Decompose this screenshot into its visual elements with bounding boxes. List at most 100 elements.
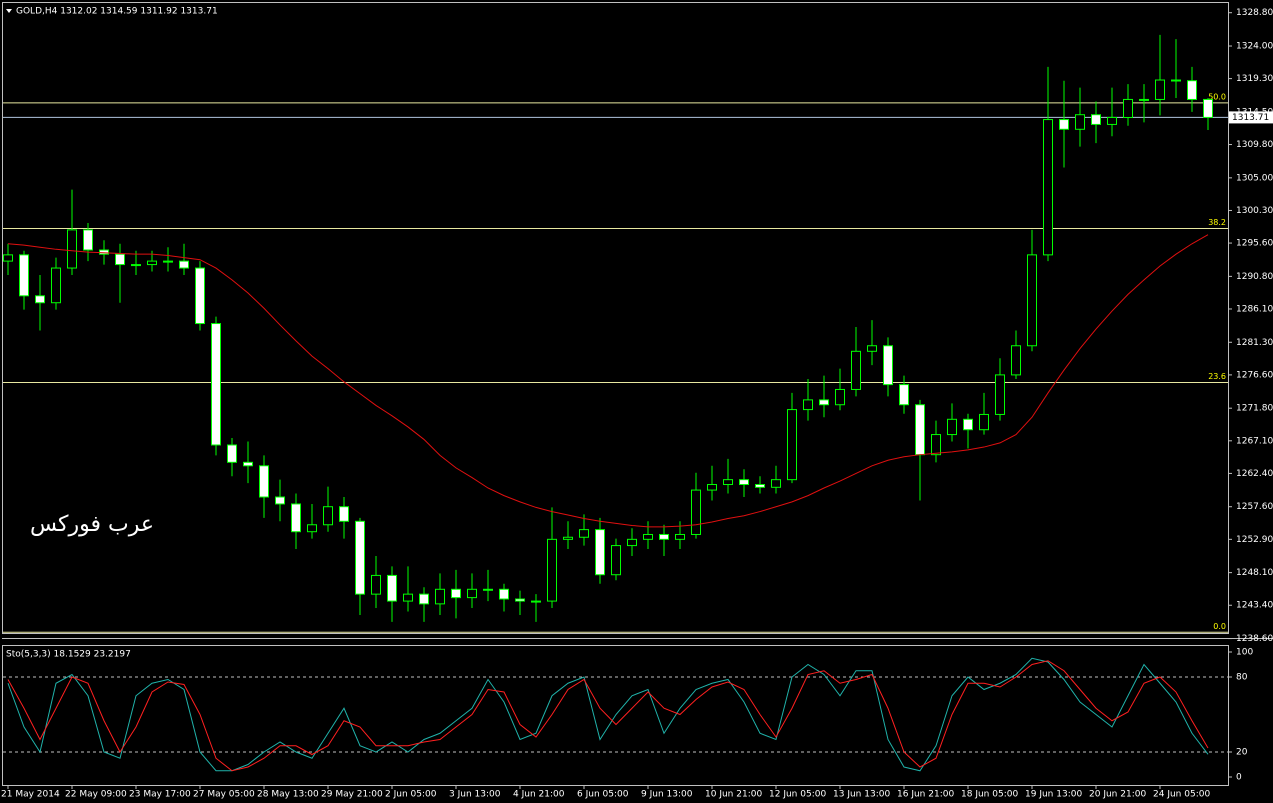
- candle-body: [659, 533, 669, 540]
- candle-body: [723, 479, 733, 486]
- candle-body: [147, 260, 157, 266]
- candle-body: [1203, 98, 1213, 118]
- y-tick-label: 1243.40: [1236, 601, 1273, 611]
- y-tick-label: 1257.60: [1236, 502, 1273, 512]
- candle-body: [35, 295, 45, 304]
- candle-body: [899, 384, 909, 406]
- candle-body: [403, 593, 413, 602]
- level-label: 0.0: [1213, 622, 1226, 631]
- candle-body: [611, 545, 621, 576]
- menu-icon[interactable]: [6, 9, 12, 13]
- candle-body: [67, 229, 77, 269]
- candle-body: [131, 264, 141, 267]
- candle-body: [643, 533, 653, 540]
- x-tick-label: 2 Jun 05:00: [385, 790, 437, 800]
- candle-body: [211, 323, 221, 446]
- candle-body: [851, 350, 861, 390]
- candle-body: [1011, 345, 1021, 376]
- candle-body: [259, 465, 269, 498]
- x-tick-label: 20 Jun 21:00: [1089, 790, 1146, 800]
- candle-body: [291, 503, 301, 533]
- candle-body: [675, 533, 685, 540]
- level-label: 38.2: [1208, 218, 1226, 227]
- candle-body: [1091, 114, 1101, 125]
- x-tick-label: 10 Jun 21:00: [705, 790, 762, 800]
- y-tick-label: 1276.60: [1236, 370, 1273, 380]
- y-tick-label: 1324.00: [1236, 42, 1273, 52]
- y-tick-label: 1271.80: [1236, 404, 1273, 414]
- candle-body: [83, 229, 93, 251]
- y-tick-label: 1238.60: [1236, 634, 1273, 644]
- candle-body: [819, 399, 829, 406]
- y-tick-label: 1319.30: [1236, 74, 1273, 84]
- candle-body: [1107, 116, 1117, 125]
- candle-body: [435, 588, 445, 605]
- candle-body: [867, 345, 877, 352]
- x-tick-label: 6 Jun 05:00: [577, 790, 629, 800]
- x-tick-label: 27 May 05:00: [193, 790, 255, 800]
- candle-body: [243, 461, 253, 467]
- moving-average: [7, 234, 1209, 528]
- y-tick-label: 20: [1236, 748, 1248, 758]
- candle-body: [883, 345, 893, 386]
- candle-body: [787, 409, 797, 481]
- symbol-title: GOLD,H4 1312.02 1314.59 1311.92 1313.71: [16, 7, 218, 17]
- stoch-title: Sto(5,3,3) 18.1529 23.2197: [6, 650, 131, 660]
- candle-body: [947, 418, 957, 436]
- y-tick-label: 1300.30: [1236, 206, 1273, 216]
- candle-body: [755, 484, 765, 488]
- x-tick-label: 21 May 2014: [1, 790, 60, 800]
- candle-body: [771, 479, 781, 488]
- candle-body: [51, 267, 61, 304]
- candle-body: [1059, 119, 1069, 130]
- candle-body: [451, 588, 461, 599]
- candle-body: [339, 506, 349, 522]
- main-panel: [2, 2, 1229, 634]
- y-tick-label: 100: [1236, 648, 1253, 658]
- candle-body: [387, 574, 397, 602]
- stoch-line: [7, 657, 1209, 772]
- candle-body: [483, 588, 493, 591]
- x-tick-label: 24 Jun 05:00: [1153, 790, 1210, 800]
- x-tick-label: 28 May 13:00: [257, 790, 319, 800]
- candle-body: [515, 598, 525, 602]
- candle-body: [3, 254, 13, 262]
- y-tick-label: 1290.80: [1236, 272, 1273, 282]
- candle-body: [835, 388, 845, 406]
- candle-body: [707, 484, 717, 491]
- candle-body: [1043, 119, 1053, 256]
- candle-body: [803, 399, 813, 411]
- candle-body: [915, 404, 925, 456]
- y-tick-label: 1286.10: [1236, 304, 1273, 314]
- candle-body: [691, 489, 701, 535]
- candle-body: [579, 529, 589, 538]
- candle-body: [995, 374, 1005, 415]
- candle-body: [563, 536, 573, 540]
- x-tick-label: 16 Jun 21:00: [897, 790, 954, 800]
- candle-body: [1155, 79, 1165, 100]
- candle-body: [355, 520, 365, 595]
- candle-body: [195, 267, 205, 325]
- candle-body: [963, 418, 973, 431]
- y-tick-label: 1328.80: [1236, 8, 1273, 18]
- price-tag-label: 1313.71: [1232, 113, 1269, 123]
- candle-body: [979, 413, 989, 431]
- level-label: 50.0: [1208, 92, 1226, 101]
- y-tick-label: 0: [1236, 773, 1242, 783]
- stoch-panel: [2, 645, 1229, 786]
- y-tick-label: 1281.30: [1236, 338, 1273, 348]
- candle-body: [1171, 79, 1181, 82]
- candle-body: [1075, 114, 1085, 130]
- candle-body: [227, 444, 237, 463]
- x-tick-label: 19 Jun 13:00: [1025, 790, 1082, 800]
- y-tick-label: 1262.40: [1236, 469, 1273, 479]
- y-tick-label: 80: [1236, 673, 1248, 683]
- candle-body: [499, 588, 509, 600]
- candle-body: [739, 479, 749, 486]
- candle-body: [595, 529, 605, 576]
- x-tick-label: 23 May 17:00: [129, 790, 191, 800]
- x-tick-label: 3 Jun 13:00: [449, 790, 501, 800]
- candle-body: [1139, 98, 1149, 101]
